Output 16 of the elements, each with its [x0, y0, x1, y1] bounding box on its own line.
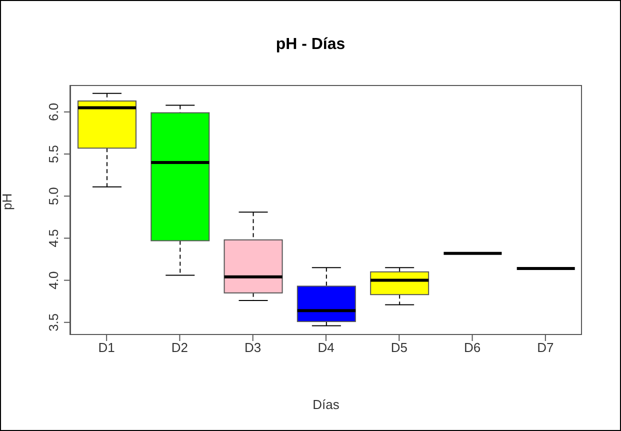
x-tick-label: D4	[318, 340, 334, 356]
y-axis-title: pH	[0, 193, 15, 210]
y-tick-label: 5.0	[46, 187, 61, 206]
y-tick-label: 4.5	[46, 229, 61, 248]
y-tick-label: 3.5	[46, 313, 61, 332]
y-tick-label: 5.5	[46, 144, 61, 164]
x-tick-label: D2	[171, 340, 188, 356]
x-tick-label: D7	[537, 340, 554, 356]
x-tick-label: D6	[464, 340, 481, 356]
chart-title: pH - Días	[274, 36, 346, 54]
x-tick-label: D3	[244, 340, 262, 356]
x-tick-label: D1	[98, 340, 115, 356]
x-tick-label: D5	[390, 340, 408, 356]
y-tick-label: 4.0	[46, 271, 61, 290]
x-axis-title: Días	[312, 397, 340, 412]
y-tick-label: 6.0	[46, 102, 61, 121]
